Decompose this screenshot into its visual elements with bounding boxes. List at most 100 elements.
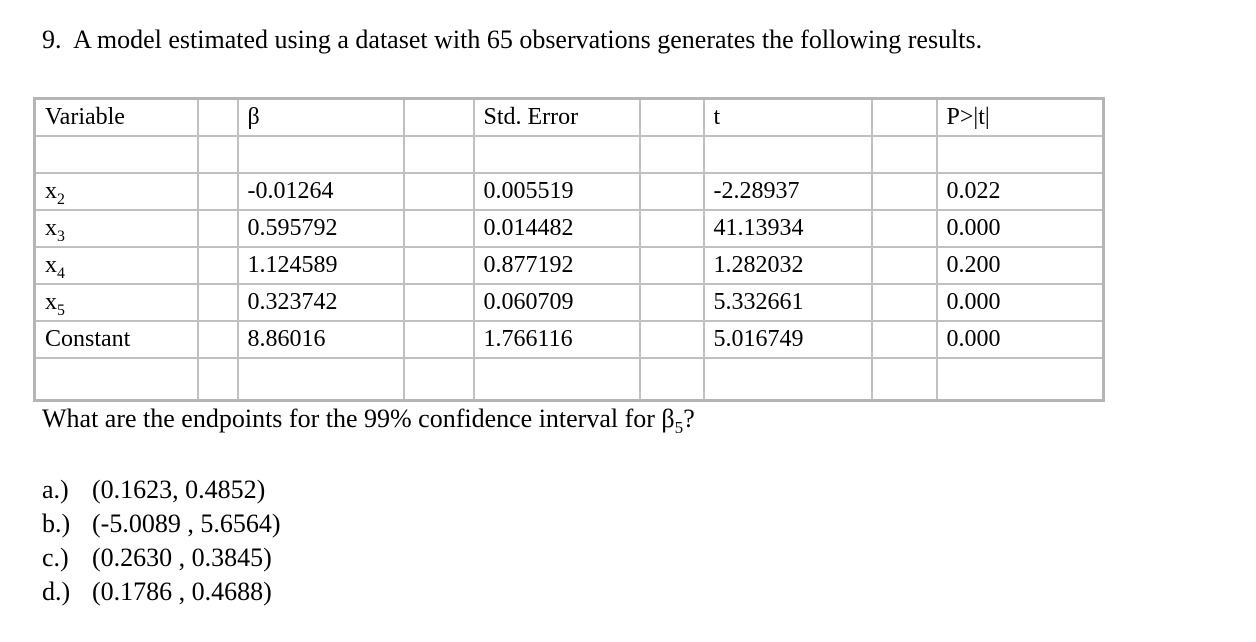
empty-cell	[33, 135, 199, 174]
std-error-cell: 1.766116	[472, 320, 641, 359]
spacer-cell	[402, 172, 475, 211]
option-b: b.) (-5.0089 , 5.6564)	[42, 507, 280, 541]
question-text: What are the endpoints for the 99% confi…	[42, 404, 695, 438]
beta-cell: 0.595792	[236, 209, 405, 248]
empty-cell	[33, 357, 199, 402]
header-p: P>|t|	[935, 97, 1105, 137]
variable-subscript: 4	[57, 264, 65, 282]
variable-cell: x2	[33, 172, 199, 211]
variable-subscript: 5	[57, 301, 65, 319]
variable-cell: x5	[33, 283, 199, 322]
table-row-x2: x2 -0.01264 0.005519 -2.28937 0.022	[33, 172, 1105, 211]
table-row-x4: x4 1.124589 0.877192 1.282032 0.200	[33, 246, 1105, 285]
table-row-constant: Constant 8.86016 1.766116 5.016749 0.000	[33, 320, 1105, 359]
spacer-cell	[402, 135, 475, 174]
option-label: d.)	[42, 577, 71, 606]
t-cell: 41.13934	[702, 209, 873, 248]
spacer-cell	[402, 246, 475, 285]
empty-row	[33, 135, 1105, 174]
spacer-cell	[196, 283, 239, 322]
empty-row	[33, 357, 1105, 402]
option-d: d.) (0.1786 , 0.4688)	[42, 575, 280, 609]
table-row-x5: x5 0.323742 0.060709 5.332661 0.000	[33, 283, 1105, 322]
empty-cell	[935, 357, 1105, 402]
header-beta: β	[236, 97, 405, 137]
spacer-cell	[870, 97, 938, 137]
std-error-cell: 0.060709	[472, 283, 641, 322]
empty-cell	[935, 135, 1105, 174]
t-cell: 5.332661	[702, 283, 873, 322]
option-c: c.) (0.2630 , 0.3845)	[42, 541, 280, 575]
option-value: (-5.0089 , 5.6564)	[92, 509, 281, 538]
spacer-cell	[638, 172, 705, 211]
beta-cell: -0.01264	[236, 172, 405, 211]
variable-cell: x4	[33, 246, 199, 285]
std-error-cell: 0.005519	[472, 172, 641, 211]
spacer-cell	[870, 209, 938, 248]
option-label: b.)	[42, 509, 71, 538]
question-prefix: What are the endpoints for the 99% confi…	[42, 404, 662, 433]
option-value: (0.1623, 0.4852)	[92, 475, 266, 504]
table-header-row: Variable β Std. Error t P>|t|	[33, 97, 1105, 137]
spacer-cell	[870, 357, 938, 402]
p-cell: 0.022	[935, 172, 1105, 211]
p-cell: 0.000	[935, 283, 1105, 322]
beta-cell: 8.86016	[236, 320, 405, 359]
answer-options: a.) (0.1623, 0.4852) b.) (-5.0089 , 5.6564…	[42, 473, 280, 609]
spacer-cell	[402, 320, 475, 359]
spacer-cell	[196, 172, 239, 211]
option-a: a.) (0.1623, 0.4852)	[42, 473, 280, 507]
beta-cell: 1.124589	[236, 246, 405, 285]
t-cell: 5.016749	[702, 320, 873, 359]
spacer-cell	[638, 246, 705, 285]
option-label: c.)	[42, 543, 69, 572]
t-cell: 1.282032	[702, 246, 873, 285]
empty-cell	[236, 135, 405, 174]
header-std-error: Std. Error	[472, 97, 641, 137]
table-row-x3: x3 0.595792 0.014482 41.13934 0.000	[33, 209, 1105, 248]
variable-cell: Constant	[33, 320, 199, 359]
option-value: (0.2630 , 0.3845)	[92, 543, 272, 572]
spacer-cell	[196, 357, 239, 402]
spacer-cell	[638, 357, 705, 402]
spacer-cell	[638, 97, 705, 137]
spacer-cell	[402, 97, 475, 137]
spacer-cell	[196, 320, 239, 359]
regression-results-table: Variable β Std. Error t P>|t| x2 -0.0126…	[33, 97, 1105, 402]
question-suffix: ?	[683, 404, 695, 433]
spacer-cell	[870, 320, 938, 359]
std-error-cell: 0.877192	[472, 246, 641, 285]
spacer-cell	[196, 135, 239, 174]
spacer-cell	[870, 135, 938, 174]
empty-cell	[472, 357, 641, 402]
spacer-cell	[638, 283, 705, 322]
empty-cell	[472, 135, 641, 174]
p-cell: 0.000	[935, 320, 1105, 359]
empty-cell	[702, 357, 873, 402]
t-cell: -2.28937	[702, 172, 873, 211]
spacer-cell	[402, 283, 475, 322]
variable-subscript: 2	[57, 190, 65, 208]
spacer-cell	[870, 172, 938, 211]
variable-cell: x3	[33, 209, 199, 248]
option-label: a.)	[42, 475, 69, 504]
spacer-cell	[196, 97, 239, 137]
question-prompt-title: 9. A model estimated using a dataset wit…	[42, 25, 983, 54]
spacer-cell	[638, 135, 705, 174]
spacer-cell	[196, 246, 239, 285]
std-error-cell: 0.014482	[472, 209, 641, 248]
spacer-cell	[870, 283, 938, 322]
empty-cell	[236, 357, 405, 402]
beta-cell: 0.323742	[236, 283, 405, 322]
beta-symbol: β	[661, 404, 675, 433]
spacer-cell	[402, 209, 475, 248]
spacer-cell	[638, 320, 705, 359]
p-cell: 0.000	[935, 209, 1105, 248]
option-value: (0.1786 , 0.4688)	[92, 577, 272, 606]
header-variable: Variable	[33, 97, 199, 137]
beta-subscript: 5	[674, 418, 684, 438]
p-cell: 0.200	[935, 246, 1105, 285]
empty-cell	[702, 135, 873, 174]
header-t: t	[702, 97, 873, 137]
spacer-cell	[638, 209, 705, 248]
